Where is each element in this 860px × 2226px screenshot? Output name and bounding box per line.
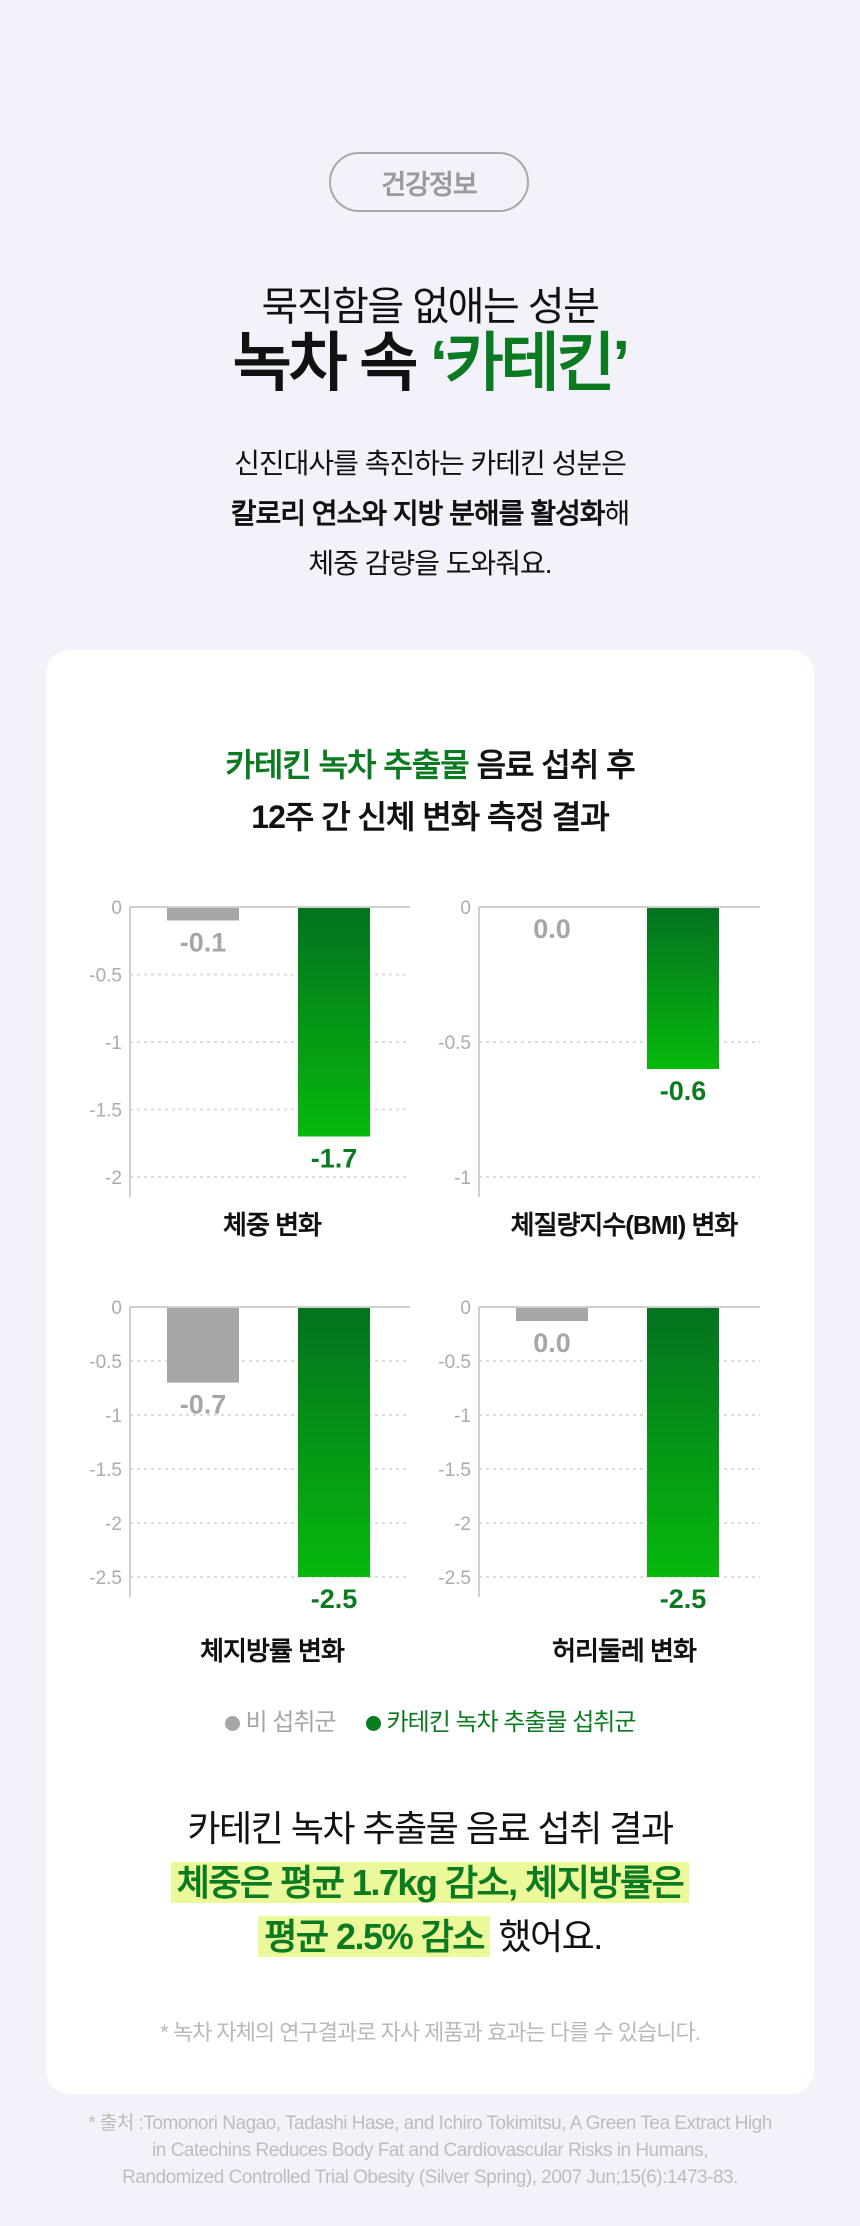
bar-value-label: 0.0 <box>533 1328 571 1358</box>
card-title-line-2: 12주 간 신체 변화 측정 결과 <box>251 799 609 835</box>
intro-line-2-bold: 칼로리 연소와 지방 분해를 활성화 <box>230 498 606 529</box>
bar-value-label: -2.5 <box>660 1584 707 1614</box>
legend-dot-gray-icon <box>224 1716 240 1732</box>
result-highlight-2: 평균 2.5% 감소 <box>258 1916 490 1957</box>
y-tick-label: -1.5 <box>89 1101 122 1122</box>
intro-line-1: 신진대사를 촉진하는 카테킨 성분은 <box>234 448 627 479</box>
y-tick-label: 0 <box>111 898 122 919</box>
bar-control <box>516 1308 588 1322</box>
y-tick-label: -1.5 <box>89 1460 122 1481</box>
result-highlight-1: 체중은 평균 1.7kg 감소, 체지방률은 <box>170 1862 690 1903</box>
bar-catechin <box>647 1308 719 1577</box>
y-tick-label: 0 <box>460 1298 471 1319</box>
y-tick-label: -2.5 <box>89 1568 122 1589</box>
disclaimer: * 녹차 자체의 연구결과로 자사 제품과 효과는 다를 수 있습니다. <box>160 2020 701 2045</box>
headline: 녹차 속 ‘카테킨’ <box>0 312 860 404</box>
y-tick-label: -1 <box>454 1406 471 1427</box>
result-line-3-rest: 했어요. <box>489 1916 603 1957</box>
y-tick-label: -2.5 <box>438 1568 471 1589</box>
headline-prefix: 녹차 속 <box>232 327 430 399</box>
y-tick-label: 0 <box>460 898 471 919</box>
chart-legend: 비 섭취군 카테킨 녹차 추출물 섭취군 <box>0 1702 860 1737</box>
bar-catechin <box>298 908 370 1137</box>
y-tick-label: -1 <box>105 1033 122 1054</box>
chart-title-body-fat: 체지방률 변화 <box>200 1636 345 1666</box>
result-line-1: 카테킨 녹차 추출물 음료 섭취 결과 <box>187 1808 674 1849</box>
y-tick-label: -0.5 <box>89 966 122 987</box>
y-tick-label: -2 <box>454 1514 471 1535</box>
chart-title-waist: 허리둘레 변화 <box>552 1636 697 1666</box>
legend-item-control: 비 섭취군 <box>224 1702 337 1737</box>
intro-line-2-rest: 해 <box>604 498 631 529</box>
bar-control <box>167 1308 239 1383</box>
bar-control <box>167 908 239 921</box>
y-tick-label: -2 <box>105 1514 122 1535</box>
intro-line-3: 체중 감량을 도와줘요. <box>308 548 552 579</box>
bar-value-label: -2.5 <box>311 1584 358 1614</box>
result-summary: 카테킨 녹차 추출물 음료 섭취 결과 체중은 평균 1.7kg 감소, 체지방… <box>0 1802 860 1964</box>
chart-title-bmi: 체질량지수(BMI) 변화 <box>510 1210 739 1240</box>
card-title: 카테킨 녹차 추출물 음료 섭취 후 12주 간 신체 변화 측정 결과 <box>0 739 860 843</box>
y-tick-label: -1.5 <box>438 1460 471 1481</box>
citation: * 출처 :Tomonori Nagao, Tadashi Hase, and … <box>0 2110 860 2191</box>
citation-line-2: in Catechins Reduces Body Fat and Cardio… <box>152 2140 708 2161</box>
subtitle: 묵직함을 없애는 성분 <box>261 285 600 329</box>
headline-highlight: ‘카테킨’ <box>430 327 630 399</box>
intro-text: 신진대사를 촉진하는 카테킨 성분은 칼로리 연소와 지방 분해를 활성화해 체… <box>0 439 860 589</box>
chart-title-weight: 체중 변화 <box>223 1210 322 1240</box>
y-tick-label: -0.5 <box>89 1352 122 1373</box>
category-badge: 건강정보 <box>329 152 529 212</box>
bar-value-label: -0.6 <box>660 1076 707 1106</box>
legend-dot-green-icon <box>365 1716 381 1732</box>
legend-label: 비 섭취군 <box>245 1709 337 1736</box>
bar-value-label: -1.7 <box>311 1144 358 1174</box>
card-title-rest: 음료 섭취 후 <box>468 747 636 783</box>
bar-value-label: -0.1 <box>180 928 227 958</box>
bar-catechin <box>298 1308 370 1577</box>
citation-line-3: Randomized Controlled Trial Obesity (Sil… <box>122 2167 738 2188</box>
bar-value-label: -0.7 <box>180 1390 227 1420</box>
bar-catechin <box>647 908 719 1069</box>
y-tick-label: -0.5 <box>438 1033 471 1054</box>
y-tick-label: -0.5 <box>438 1352 471 1373</box>
y-tick-label: -1 <box>105 1406 122 1427</box>
legend-label: 카테킨 녹차 추출물 섭취군 <box>386 1709 637 1736</box>
intro-line-2: 칼로리 연소와 지방 분해를 활성화해 <box>0 489 860 539</box>
card-title-green: 카테킨 녹차 추출물 <box>225 747 469 783</box>
y-tick-label: 0 <box>111 1298 122 1319</box>
legend-item-catechin: 카테킨 녹차 추출물 섭취군 <box>365 1702 637 1737</box>
citation-line-1: * 출처 :Tomonori Nagao, Tadashi Hase, and … <box>88 2113 772 2134</box>
bar-value-label: 0.0 <box>533 914 571 944</box>
y-tick-label: -2 <box>105 1168 122 1189</box>
y-tick-label: -1 <box>454 1168 471 1189</box>
